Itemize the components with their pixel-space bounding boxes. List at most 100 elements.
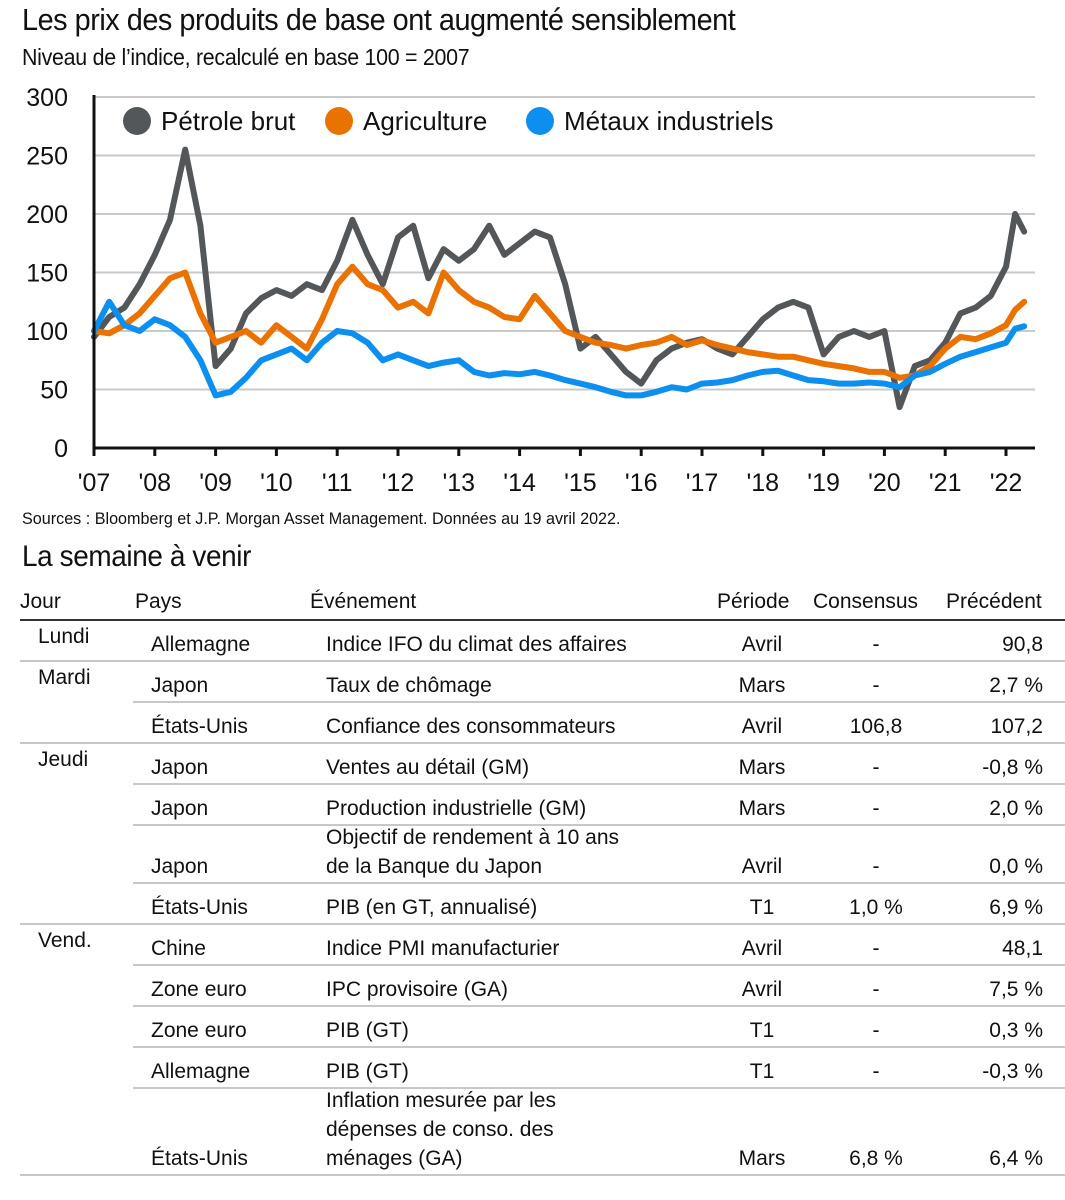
y-tick-label: 250 — [26, 143, 68, 171]
event-cell: Indice PMI manufacturier — [326, 937, 560, 960]
previous-cell: 6,4 % — [989, 1147, 1043, 1170]
table-row: États-Unis Confiance des consommateurs Avr… — [20, 703, 1065, 744]
event-cell: Confiance des consommateurs — [326, 715, 616, 738]
table-row: Vend. Chine Indice PMI manufacturier Avril -… — [20, 925, 1065, 966]
y-tick-label: 200 — [26, 201, 68, 229]
previous-cell: 107,2 — [990, 715, 1043, 738]
country-cell: États-Unis — [151, 896, 248, 919]
country-cell: Japon — [151, 855, 209, 878]
previous-cell: 0,0 % — [989, 855, 1043, 878]
chart-title: Les prix des produits de base ont augmen… — [22, 2, 736, 37]
y-tick-label: 0 — [54, 435, 68, 463]
row-divider — [133, 1087, 1065, 1089]
country-cell: Allemagne — [151, 633, 251, 656]
row-divider — [133, 783, 1065, 785]
previous-cell: -0,8 % — [982, 756, 1043, 779]
event-cell: Taux de chômage — [326, 674, 492, 697]
y-axis-labels: 0 50 100 150 200 250 300 — [26, 84, 68, 463]
table-row: Lundi Allemagne Indice IFO du climat des a… — [20, 621, 1065, 662]
x-tick-label: '22 — [990, 469, 1023, 497]
x-tick-label: '12 — [382, 469, 415, 497]
legend-marker — [325, 107, 353, 135]
table-row: Allemagne PIB (GT) T1- -0,3 % — [20, 1048, 1065, 1089]
row-divider — [20, 742, 1065, 744]
day-cell: Mardi — [38, 666, 91, 689]
event-cell: PIB (GT) — [326, 1019, 409, 1042]
series-line-agriculture — [91, 263, 1028, 381]
legend: Pétrole brut Agriculture Métaux industriel… — [123, 106, 774, 136]
economic-calendar-table: Jour Pays Événement Période Consensus Pr… — [20, 585, 1065, 1176]
table-row: États-Unis Inflation mesurée par les dépen… — [20, 1089, 1065, 1176]
row-divider — [133, 882, 1065, 884]
y-tick-label: 100 — [26, 318, 68, 346]
axes — [92, 95, 1035, 456]
legend-label: Agriculture — [363, 106, 487, 136]
x-tick-label: '21 — [929, 469, 962, 497]
x-tick-label: '07 — [78, 469, 111, 497]
country-cell: Japon — [151, 674, 209, 697]
header-consensus: Consensus — [813, 590, 919, 613]
row-divider — [133, 824, 1065, 826]
table-row: Zone euro PIB (GT) T1-0,3 % — [20, 1007, 1065, 1048]
table-row: États-Unis PIB (en GT, annualisé) T1 1,0 % 6… — [20, 884, 1065, 925]
event-cell: Production industrielle (GM) — [326, 797, 587, 820]
legend-label: Pétrole brut — [161, 106, 296, 136]
previous-cell: 0,3 % — [989, 1019, 1043, 1042]
event-cell: Indice IFO du climat des affaires — [326, 633, 627, 656]
country-cell: États-Unis — [151, 715, 248, 738]
event-cell: Inflation mesurée par les dépenses de con… — [326, 1089, 556, 1170]
row-divider — [20, 923, 1065, 925]
header-previous: Précédent — [946, 590, 1042, 613]
day-cell: Jeudi — [38, 748, 89, 771]
table-row: Japon Objectif de rendement à 10 ans de la… — [20, 826, 1065, 884]
previous-cell: 48,1 — [1002, 937, 1043, 960]
previous-cell: -0,3 % — [982, 1060, 1043, 1083]
row-divider — [20, 660, 1065, 662]
header-period: Période — [717, 590, 790, 613]
x-tick-label: '11 — [322, 469, 353, 497]
x-tick-label: '13 — [443, 469, 476, 497]
series-line-m-taux-industriels — [91, 298, 1028, 399]
legend-marker — [526, 107, 554, 135]
row-divider — [133, 964, 1065, 966]
day-cell: Lundi — [38, 625, 90, 648]
x-tick-label: '14 — [503, 469, 536, 497]
x-tick-label: '08 — [139, 469, 172, 497]
x-tick-label: '16 — [625, 469, 658, 497]
y-tick-label: 50 — [40, 377, 68, 405]
previous-cell: 7,5 % — [989, 978, 1043, 1001]
country-cell: Zone euro — [151, 978, 247, 1001]
x-axis-labels: '07 '08 '09 '10 '11 '12 '13 '14 '15 '16 '17 '18 '19 '… — [78, 469, 1023, 497]
event-cell: Ventes au détail (GM) — [326, 756, 530, 779]
calendar-header-row: Jour Pays Événement Période Consensus Pr… — [20, 585, 1065, 621]
calendar-body: Lundi Allemagne Indice IFO du climat des a… — [20, 621, 1065, 1176]
event-cell: PIB (en GT, annualisé) — [326, 896, 538, 919]
country-cell: Allemagne — [151, 1060, 251, 1083]
x-tick-label: '20 — [868, 469, 901, 497]
x-tick-label: '17 — [686, 469, 719, 497]
country-cell: Japon — [151, 756, 209, 779]
country-cell: Chine — [151, 937, 206, 960]
table-row: Mardi Japon Taux de chômage Mars -2,7 % — [20, 662, 1065, 703]
row-divider — [133, 1005, 1065, 1007]
country-cell: Zone euro — [151, 1019, 247, 1042]
source-note: Sources : Bloomberg et J.P. Morgan Asset… — [22, 509, 621, 528]
legend-marker — [123, 107, 151, 135]
previous-cell: 6,9 % — [989, 896, 1043, 919]
y-tick-label: 300 — [26, 84, 68, 112]
calendar-title: La semaine à venir — [22, 540, 252, 573]
x-tick-label: '19 — [807, 469, 840, 497]
day-cell: Vend. — [38, 929, 92, 952]
table-row: Zone euro IPC provisoire (GA) Avril -7,5 % — [20, 966, 1065, 1007]
previous-cell: 90,8 — [1002, 633, 1043, 656]
x-tick-label: '18 — [747, 469, 780, 497]
event-cell: PIB (GT) — [326, 1060, 409, 1083]
event-cell: Objectif de rendement à 10 ans de la Banq… — [326, 826, 620, 878]
legend-label: Métaux industriels — [564, 106, 774, 136]
chart-subtitle: Niveau de l’indice, recalculé en base 10… — [22, 44, 470, 70]
country-cell: États-Unis — [151, 1147, 248, 1170]
row-divider — [133, 1046, 1065, 1048]
header-country: Pays — [135, 590, 182, 613]
series-lines — [91, 146, 1028, 411]
event-cell: IPC provisoire (GA) — [326, 978, 509, 1001]
